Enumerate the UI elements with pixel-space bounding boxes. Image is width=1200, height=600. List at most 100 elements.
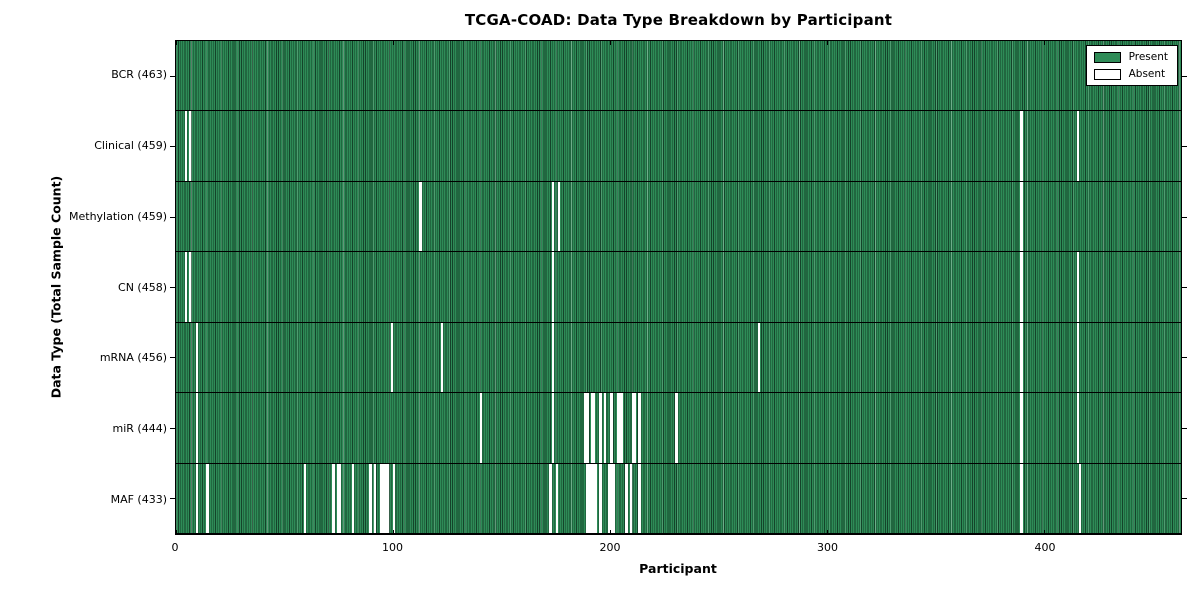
absent-stripe — [558, 181, 561, 252]
absent-stripe — [757, 322, 761, 393]
absent-stripe — [189, 252, 192, 322]
absent-stripe — [1078, 463, 1082, 533]
xtick-label-400: 400 — [1034, 541, 1056, 554]
absent-stripe — [594, 463, 598, 533]
ytick-label-methylation: Methylation (459) — [69, 209, 167, 223]
absent-stripe — [1020, 181, 1023, 252]
absent-stripe — [1020, 322, 1023, 393]
y-tick — [1182, 498, 1187, 500]
xtick-label-0: 0 — [171, 541, 179, 554]
absent-stripe — [638, 463, 641, 533]
x-tick — [1043, 530, 1045, 534]
absent-stripe — [551, 393, 554, 463]
x-tick — [826, 530, 828, 534]
absent-stripe — [184, 252, 188, 322]
absent-stripe — [338, 463, 342, 533]
absent-stripe — [1076, 393, 1080, 463]
y-tick — [1182, 287, 1187, 288]
absent-stripe — [393, 463, 396, 533]
xtick-label-100: 100 — [381, 541, 403, 554]
absent-stripe — [599, 463, 602, 533]
y-tick — [1182, 357, 1187, 359]
legend-item-present: Present — [1093, 51, 1168, 63]
absent-stripe — [195, 322, 198, 393]
row-cn — [176, 252, 1181, 323]
absent-stripe — [610, 463, 613, 533]
absent-stripe — [603, 393, 606, 463]
x-tick — [392, 530, 394, 534]
absent-stripe — [599, 393, 602, 463]
absent-stripe — [586, 463, 589, 533]
absent-stripe — [184, 111, 188, 181]
y-tick — [1182, 75, 1187, 77]
absent-stripe — [638, 393, 641, 463]
absent-stripe — [620, 393, 624, 463]
absent-stripe — [625, 463, 628, 533]
x-tick — [392, 41, 394, 45]
x-tick — [609, 41, 611, 45]
absent-stripe — [304, 463, 307, 533]
y-tick — [1182, 146, 1187, 148]
x-axis-title: Participant — [639, 561, 717, 576]
xtick-label-300: 300 — [816, 541, 838, 554]
legend-label-absent: Absent — [1128, 68, 1166, 80]
absent-stripe — [588, 463, 591, 533]
absent-stripe — [195, 463, 198, 533]
legend: Present Absent — [1085, 45, 1178, 86]
y-tick — [170, 427, 175, 429]
y-tick — [1182, 427, 1187, 429]
absent-stripe — [1076, 252, 1080, 322]
xtick-label-200: 200 — [599, 541, 621, 554]
ytick-label-cn: CN (458) — [118, 280, 167, 294]
ytick-label-clinical: Clinical (459) — [94, 139, 167, 153]
row-bcr — [176, 41, 1181, 112]
x-tick — [826, 41, 828, 45]
absent-stripe — [1076, 111, 1080, 181]
plot-area — [170, 40, 1187, 535]
absent-stripe — [440, 322, 444, 393]
absent-stripe — [1020, 111, 1023, 181]
absent-stripe — [1076, 322, 1080, 393]
absent-stripe — [592, 393, 596, 463]
ytick-label-maf: MAF (433) — [110, 492, 167, 506]
y-tick — [170, 357, 175, 359]
absent-stripe — [1020, 393, 1023, 463]
absent-stripe — [386, 463, 389, 533]
absent-stripe — [195, 393, 198, 463]
x-tick — [175, 530, 177, 534]
absent-stripe — [479, 393, 483, 463]
absent-stripe — [616, 393, 620, 463]
absent-stripe — [551, 252, 554, 322]
present-swatch-icon — [1093, 51, 1121, 63]
absent-stripe — [369, 463, 372, 533]
absent-stripe — [612, 463, 615, 533]
absent-stripe — [629, 463, 633, 533]
row-mrna — [176, 322, 1181, 394]
absent-stripe — [380, 463, 383, 533]
row-mir — [176, 393, 1181, 464]
absent-stripe — [1020, 463, 1023, 533]
absent-stripe — [419, 181, 422, 252]
absent-stripe — [675, 393, 678, 463]
row-maf — [176, 463, 1181, 534]
legend-label-present: Present — [1128, 51, 1168, 63]
y-tick — [170, 498, 175, 500]
ytick-label-mrna: mRNA (456) — [99, 351, 167, 365]
y-tick — [170, 146, 175, 148]
x-tick — [1043, 41, 1045, 45]
y-tick — [170, 216, 175, 218]
absent-stripe — [373, 463, 376, 533]
x-tick — [175, 41, 177, 45]
absent-stripe — [592, 463, 596, 533]
absent-stripe — [206, 463, 209, 533]
row-clinical — [176, 111, 1181, 182]
absent-stripe — [382, 463, 385, 533]
absent-stripe — [189, 111, 192, 181]
absent-stripe — [555, 463, 559, 533]
absent-stripe — [590, 463, 593, 533]
absent-stripe — [631, 393, 635, 463]
absent-stripe — [610, 393, 613, 463]
absent-stripe — [551, 322, 554, 393]
absent-stripe — [590, 393, 593, 463]
